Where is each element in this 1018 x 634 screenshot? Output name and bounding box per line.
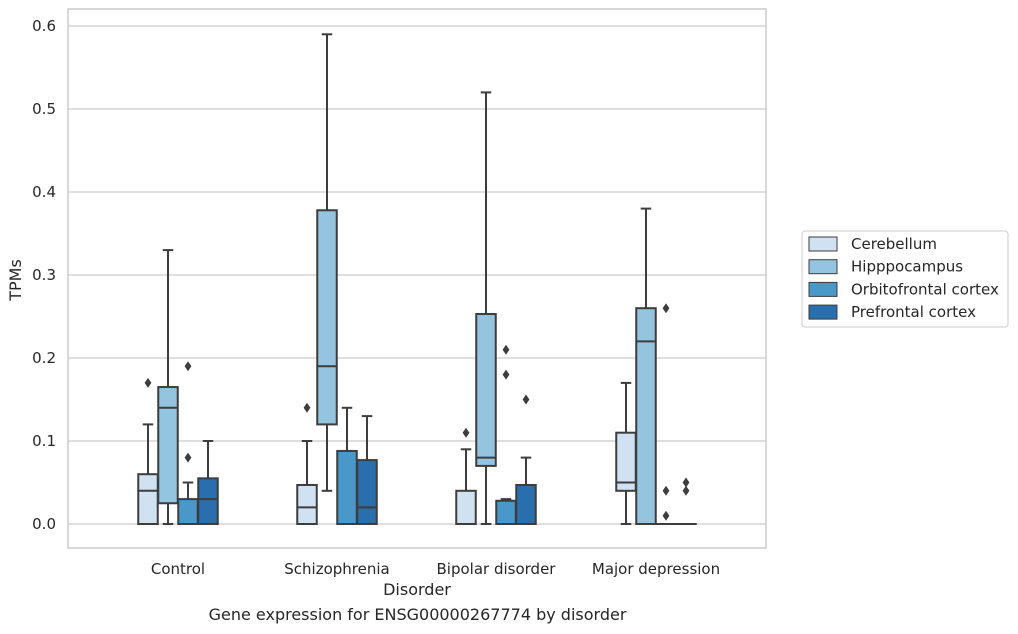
box-iqr: [495, 499, 517, 526]
figure-caption: Gene expression for ENSG00000267774 by d…: [208, 605, 627, 624]
grid-lines: [68, 25, 766, 525]
x-tick-labels: Control Schizophrenia Bipolar disorder Majo…: [151, 560, 720, 578]
y-tick-label: 0.0: [32, 515, 56, 533]
box-orbitofrontal-cortex: [495, 344, 517, 526]
y-tick-label: 0.6: [32, 17, 56, 35]
plot-frame: [67, 8, 767, 549]
box-hipppocampus: [157, 249, 179, 525]
box-iqr: [296, 483, 318, 525]
box-iqr: [316, 209, 338, 426]
box-iqr: [356, 459, 378, 525]
box-iqr: [137, 473, 159, 526]
y-axis-title: TPMs: [6, 259, 25, 302]
outlier-marker: [462, 427, 470, 438]
x-tick-label: Control: [151, 560, 205, 578]
box-hipppocampus: [316, 33, 338, 492]
box-iqr: [475, 313, 497, 467]
y-tick-label: 0.1: [32, 432, 56, 450]
y-tick-label: 0.2: [32, 349, 56, 367]
y-tick-labels: 0.0 0.1 0.2 0.3 0.4 0.5 0.6: [32, 17, 56, 533]
outlier-marker: [522, 394, 530, 405]
boxes: [137, 33, 697, 526]
outlier-marker: [662, 485, 670, 496]
y-tick-label: 0.5: [32, 100, 56, 118]
box-hipppocampus: [635, 207, 657, 526]
outlier-marker: [682, 477, 690, 488]
legend-swatch: [808, 304, 838, 320]
x-tick-label: Major depression: [592, 560, 720, 578]
box-orbitofrontal-cortex: [336, 406, 358, 525]
outlier-marker: [502, 369, 510, 380]
x-tick-label: Schizophrenia: [284, 560, 389, 578]
y-tick-label: 0.3: [32, 266, 56, 284]
legend-label: Orbitofrontal cortex: [851, 280, 999, 298]
legend-label: Prefrontal cortex: [851, 303, 976, 321]
outlier-marker: [303, 402, 311, 413]
outlier-marker: [662, 303, 670, 314]
box-iqr: [635, 307, 657, 526]
outlier-marker: [682, 485, 690, 496]
box-prefrontal-cortex: [197, 440, 219, 526]
box-hipppocampus: [475, 91, 497, 525]
box-cerebellum: [137, 377, 159, 526]
box-cerebellum: [615, 381, 637, 525]
legend-frame: [801, 230, 1009, 328]
outlier-marker: [662, 510, 670, 521]
legend-swatch: [808, 281, 838, 297]
outlier-marker: [502, 344, 510, 355]
box-orbitofrontal-cortex: [655, 303, 677, 526]
legend-swatch: [808, 236, 838, 252]
x-axis-title: Disorder: [383, 580, 451, 599]
box-prefrontal-cortex: [356, 415, 378, 525]
box-iqr: [157, 386, 179, 505]
box-cerebellum: [455, 427, 477, 525]
box-iqr: [336, 449, 358, 525]
box-orbitofrontal-cortex: [177, 361, 199, 526]
box-iqr: [177, 498, 199, 526]
x-tick-label: Bipolar disorder: [437, 560, 557, 578]
box-prefrontal-cortex: [515, 394, 537, 525]
outlier-marker: [184, 361, 192, 372]
legend-swatch: [808, 259, 838, 275]
box-iqr: [197, 477, 219, 526]
box-iqr: [515, 483, 537, 525]
outlier-marker: [184, 452, 192, 463]
box-prefrontal-cortex: [675, 477, 697, 526]
box-cerebellum: [296, 402, 318, 525]
legend-label: Cerebellum: [851, 235, 937, 253]
box-iqr: [455, 489, 477, 525]
y-tick-label: 0.4: [32, 183, 56, 201]
outlier-marker: [144, 377, 152, 388]
legend: Cerebellum Hipppocampus Orbitofrontal cort…: [801, 230, 1009, 328]
legend-label: Hipppocampus: [851, 258, 963, 276]
